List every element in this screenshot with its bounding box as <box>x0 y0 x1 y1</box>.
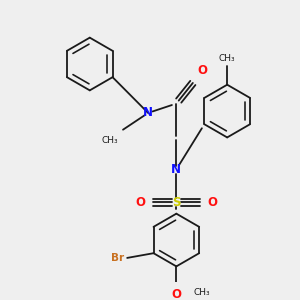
Text: Br: Br <box>111 253 124 263</box>
Text: N: N <box>171 163 182 176</box>
Text: CH₃: CH₃ <box>193 288 210 297</box>
Text: O: O <box>197 64 207 77</box>
Text: S: S <box>172 196 181 209</box>
Text: O: O <box>171 288 182 300</box>
Text: CH₃: CH₃ <box>101 136 118 146</box>
Text: N: N <box>143 106 153 119</box>
Text: O: O <box>207 196 218 209</box>
Text: CH₃: CH₃ <box>219 54 236 63</box>
Text: O: O <box>135 196 145 209</box>
